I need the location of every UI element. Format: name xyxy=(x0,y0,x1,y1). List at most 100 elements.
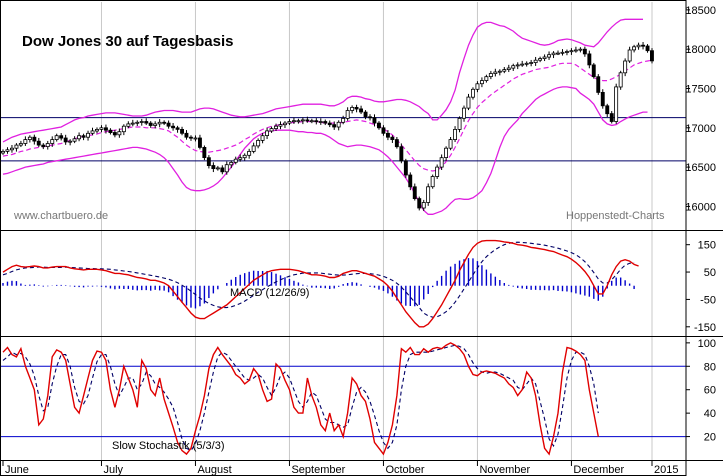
stochastic-tick-label: 100 xyxy=(698,338,716,350)
candle-body xyxy=(461,107,466,119)
candle-body xyxy=(166,122,171,127)
price-tick-label: 18000 xyxy=(685,44,716,56)
candle-body xyxy=(256,139,261,147)
candle-body xyxy=(206,157,211,166)
candle-body xyxy=(126,123,131,127)
candle-body xyxy=(565,51,569,53)
candle-body xyxy=(77,135,81,140)
candle-body xyxy=(36,140,41,146)
candle-body xyxy=(421,202,426,209)
candle-body xyxy=(457,118,462,130)
candle-body xyxy=(323,121,328,124)
candle-body xyxy=(32,136,37,142)
chart-title: Dow Jones 30 auf Tagesbasis xyxy=(22,33,233,50)
candle-body xyxy=(247,150,252,156)
candle-body xyxy=(238,157,243,160)
candle-body xyxy=(641,44,645,47)
candle-body xyxy=(636,44,641,48)
x-tick-label: November xyxy=(479,464,530,476)
candle-body xyxy=(291,120,296,123)
stochastic-tick-label: 60 xyxy=(704,385,716,397)
candle-body xyxy=(479,80,484,85)
candle-body xyxy=(50,139,55,144)
candle-body xyxy=(95,128,99,132)
candle-body xyxy=(359,108,363,113)
candle-body xyxy=(72,138,77,142)
candle-body xyxy=(439,157,444,168)
candle-body xyxy=(81,135,86,138)
candle-body xyxy=(551,52,556,56)
macd-tick-label: 150 xyxy=(698,240,716,252)
candle-body xyxy=(5,149,10,152)
candle-body xyxy=(135,121,140,124)
stochastic-panel xyxy=(1,342,686,456)
candle-body xyxy=(394,139,399,148)
candle-body xyxy=(202,146,207,158)
candle-body xyxy=(484,76,489,81)
candle-body xyxy=(336,121,341,128)
candle-body xyxy=(435,166,440,177)
candle-body xyxy=(260,135,265,141)
candle-body xyxy=(265,130,269,136)
candle-body xyxy=(157,121,162,125)
stochastic-k-line xyxy=(2,342,599,456)
candle-body xyxy=(381,127,386,134)
candle-body xyxy=(453,128,457,140)
candle-body xyxy=(354,107,359,110)
x-tick-label: July xyxy=(103,464,123,476)
candle-body xyxy=(412,186,417,200)
x-tick-label: September xyxy=(291,464,345,476)
candle-body xyxy=(506,67,511,71)
chart-frame xyxy=(0,0,687,476)
candle-body xyxy=(368,116,372,119)
candle-body xyxy=(117,131,122,136)
candle-body xyxy=(582,48,587,55)
price-panel xyxy=(0,18,686,215)
candle-body xyxy=(215,167,220,170)
candle-body xyxy=(372,117,377,124)
candle-body xyxy=(188,136,193,139)
candle-body xyxy=(327,122,332,126)
candle-body xyxy=(269,128,274,132)
candle-body xyxy=(86,132,90,138)
candle-body xyxy=(121,125,126,133)
candle-body xyxy=(341,118,346,123)
candle-body xyxy=(318,121,323,123)
candle-body xyxy=(197,137,202,148)
candle-body xyxy=(104,127,108,131)
x-tick-label: June xyxy=(5,464,29,476)
macd-label: MACD (12/26/9) xyxy=(230,287,309,299)
candle-body xyxy=(596,76,601,93)
candle-body xyxy=(511,65,516,69)
candle-body xyxy=(609,113,614,122)
candle-body xyxy=(399,146,404,162)
candle-body xyxy=(430,176,435,188)
stochastic-tick-label: 80 xyxy=(704,361,716,373)
candle-body xyxy=(466,96,471,109)
candle-body xyxy=(363,111,368,118)
candle-body xyxy=(475,83,480,90)
macd-tick-label: -150 xyxy=(694,322,716,334)
candle-body xyxy=(529,62,534,64)
candle-body xyxy=(18,143,23,146)
candle-body xyxy=(390,136,395,140)
candle-body xyxy=(193,137,198,140)
candle-body xyxy=(59,135,64,139)
candle-body xyxy=(497,70,502,73)
candle-body xyxy=(502,69,507,72)
candle-body xyxy=(180,128,184,134)
candle-body xyxy=(542,56,547,60)
candle-body xyxy=(309,120,314,123)
price-tick-label: 16000 xyxy=(685,201,716,213)
candle-body xyxy=(108,129,113,133)
candle-body xyxy=(569,50,574,53)
candle-body xyxy=(350,107,355,111)
candle-body xyxy=(90,130,95,134)
candle-body xyxy=(488,73,493,77)
x-tick-label: 2015 xyxy=(654,464,678,476)
candle-body xyxy=(403,160,408,176)
macd-tick-label: 50 xyxy=(704,267,716,279)
candle-body xyxy=(54,135,59,140)
